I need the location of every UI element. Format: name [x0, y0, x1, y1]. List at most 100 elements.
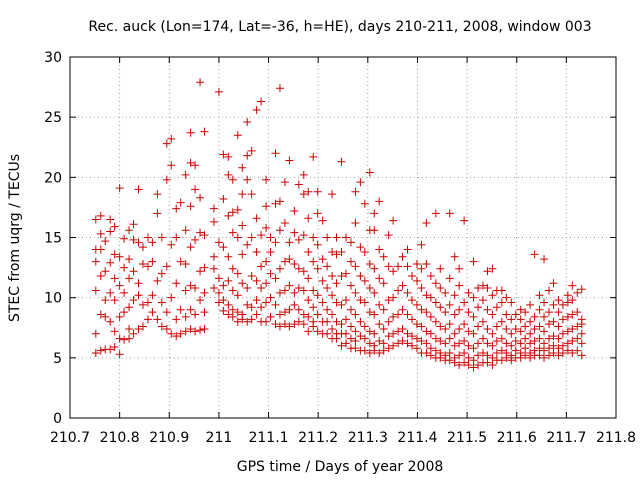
data-point	[219, 306, 228, 315]
data-point	[356, 296, 365, 305]
data-point	[398, 281, 407, 290]
data-point	[460, 349, 469, 358]
data-point	[266, 312, 275, 321]
data-point	[262, 257, 271, 266]
data-point	[125, 255, 134, 264]
data-point	[412, 334, 421, 343]
data-point	[351, 219, 360, 228]
data-point	[568, 296, 577, 305]
data-point	[233, 205, 242, 214]
data-point	[153, 315, 162, 324]
data-point	[224, 152, 233, 161]
data-point	[337, 320, 346, 329]
data-point	[262, 317, 271, 326]
data-point	[257, 284, 266, 293]
data-point	[262, 202, 271, 211]
data-point	[323, 233, 332, 242]
data-point	[412, 276, 421, 285]
data-point	[351, 327, 360, 336]
data-point	[394, 327, 403, 336]
data-point	[125, 226, 134, 235]
data-point	[304, 312, 313, 321]
data-point	[407, 332, 416, 341]
data-point	[181, 259, 190, 268]
data-point	[153, 190, 162, 199]
data-point	[106, 345, 115, 354]
data-point	[554, 351, 563, 360]
data-point	[549, 279, 558, 288]
data-point	[483, 351, 492, 360]
data-point	[445, 300, 454, 309]
data-point	[313, 291, 322, 300]
data-point	[96, 272, 105, 281]
data-point	[464, 327, 473, 336]
data-point	[577, 315, 586, 324]
data-point	[285, 281, 294, 290]
data-point	[309, 257, 318, 266]
data-point	[530, 336, 539, 345]
data-point	[360, 346, 369, 355]
data-point	[337, 157, 346, 166]
data-point	[394, 339, 403, 348]
data-point	[323, 317, 332, 326]
data-point	[558, 341, 567, 350]
data-point	[280, 286, 289, 295]
data-point	[219, 150, 228, 159]
data-point	[106, 258, 115, 267]
data-point	[436, 322, 445, 331]
data-point	[554, 322, 563, 331]
data-point	[157, 298, 166, 307]
data-point	[455, 361, 464, 370]
data-point	[573, 322, 582, 331]
data-point	[138, 259, 147, 268]
data-point	[384, 332, 393, 341]
data-point	[214, 298, 223, 307]
data-point	[445, 274, 454, 283]
data-point	[563, 327, 572, 336]
data-point	[469, 312, 478, 321]
data-point	[573, 334, 582, 343]
data-point	[233, 291, 242, 300]
data-point	[257, 231, 266, 240]
data-point	[191, 310, 200, 319]
data-point	[243, 175, 252, 184]
data-point	[129, 235, 138, 244]
data-point	[262, 175, 271, 184]
data-point	[460, 298, 469, 307]
data-point	[568, 324, 577, 333]
data-point	[143, 262, 152, 271]
data-point	[549, 317, 558, 326]
data-point	[252, 105, 261, 114]
data-point	[469, 329, 478, 338]
data-point	[431, 334, 440, 343]
data-point	[266, 247, 275, 256]
data-point	[224, 300, 233, 309]
data-point	[460, 358, 469, 367]
data-point	[280, 308, 289, 317]
data-point	[153, 209, 162, 218]
data-point	[549, 332, 558, 341]
data-point	[285, 238, 294, 247]
data-point	[540, 255, 549, 264]
data-point	[544, 286, 553, 295]
data-point	[318, 276, 327, 285]
data-point	[445, 320, 454, 329]
data-point	[389, 341, 398, 350]
data-point	[356, 243, 365, 252]
data-point	[394, 310, 403, 319]
data-point	[196, 296, 205, 305]
data-point	[365, 308, 374, 317]
data-point	[488, 353, 497, 362]
data-point	[407, 272, 416, 281]
data-point	[228, 305, 237, 314]
data-point	[294, 264, 303, 273]
data-point	[488, 310, 497, 319]
data-point	[370, 329, 379, 338]
data-point	[375, 336, 384, 345]
data-point	[247, 233, 256, 242]
data-point	[455, 281, 464, 290]
data-point	[219, 194, 228, 203]
data-point	[138, 243, 147, 252]
data-point	[573, 308, 582, 317]
data-point	[577, 351, 586, 360]
